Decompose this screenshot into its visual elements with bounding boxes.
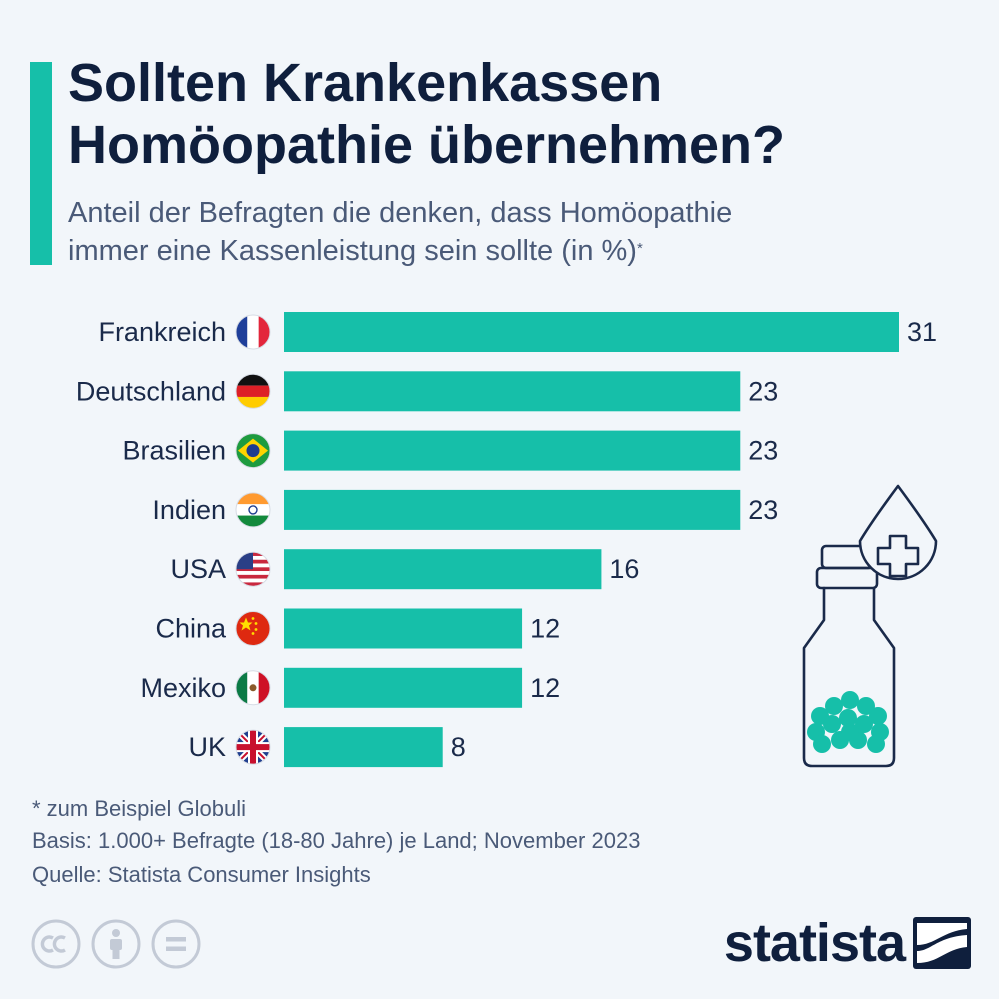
bar <box>284 371 741 412</box>
bar-label: UK <box>188 732 226 762</box>
bar-row: USA 16 <box>170 549 639 590</box>
bar-label: Mexiko <box>140 673 226 703</box>
homeopathy-bottle-icon <box>802 484 938 768</box>
footnote-note: * zum Beispiel Globuli <box>32 796 246 821</box>
bar-value-label: 23 <box>748 436 778 466</box>
mexico-flag-icon <box>235 670 271 706</box>
by-person-icon[interactable] <box>90 918 142 970</box>
india-flag-icon <box>235 492 271 528</box>
statista-logo[interactable]: statista <box>724 912 971 974</box>
bar-value-label: 12 <box>530 614 560 644</box>
cc-icon[interactable] <box>30 918 82 970</box>
france-flag-icon <box>235 314 271 350</box>
title-accent-bar <box>30 62 52 265</box>
bar-label: USA <box>170 554 226 584</box>
logo-text: statista <box>723 913 906 973</box>
germany-flag-icon <box>235 373 271 409</box>
bar-label: China <box>155 614 227 644</box>
subtitle-footnote-mark: * <box>636 240 643 257</box>
bar-row: Deutschland 23 <box>76 371 778 412</box>
bar <box>284 727 443 768</box>
bar-label: Frankreich <box>98 317 226 347</box>
bar <box>284 430 741 471</box>
bar-value-label: 23 <box>748 495 778 525</box>
bar-row: Frankreich 31 <box>98 312 937 352</box>
bar-row: Brasilien 23 <box>122 430 778 471</box>
bar <box>284 489 741 530</box>
bar <box>284 549 602 590</box>
bar <box>284 667 523 708</box>
bar-value-label: 31 <box>907 317 937 347</box>
uk-flag-icon <box>235 729 271 765</box>
footnote-basis: Basis: 1.000+ Befragte (18-80 Jahre) je … <box>32 828 641 853</box>
china-flag-icon <box>235 611 271 646</box>
bar-row: Indien 23 <box>152 489 778 530</box>
bar <box>284 608 523 649</box>
bar-value-label: 16 <box>609 554 639 584</box>
title-line-2: Homöopathie übernehmen? <box>68 115 786 175</box>
bar <box>284 312 899 352</box>
statista-mark-icon <box>913 917 971 969</box>
subtitle-line-1: Anteil der Befragten die denken, dass Ho… <box>68 197 733 229</box>
bar-label: Deutschland <box>76 376 226 406</box>
bar-value-label: 8 <box>451 732 466 762</box>
bar-row: Mexiko 12 <box>140 667 560 708</box>
usa-flag-icon <box>235 551 271 587</box>
bar-row: UK 8 <box>188 727 466 768</box>
brazil-flag-icon <box>235 433 271 469</box>
bar-label: Indien <box>152 495 226 525</box>
bar-row: China 12 <box>155 608 560 649</box>
bar-value-label: 12 <box>530 673 560 703</box>
subtitle-line-2: immer eine Kassenleistung sein sollte (i… <box>68 235 637 267</box>
nd-equals-icon[interactable] <box>150 918 202 970</box>
footnote-source: Quelle: Statista Consumer Insights <box>32 862 371 887</box>
bar-value-label: 23 <box>748 376 778 406</box>
title-line-1: Sollten Krankenkassen <box>68 53 663 113</box>
bar-label: Brasilien <box>122 436 226 466</box>
subtitle: Anteil der Befragten die denken, dass Ho… <box>68 194 968 270</box>
page-title: Sollten Krankenkassen Homöopathie überne… <box>68 52 968 176</box>
